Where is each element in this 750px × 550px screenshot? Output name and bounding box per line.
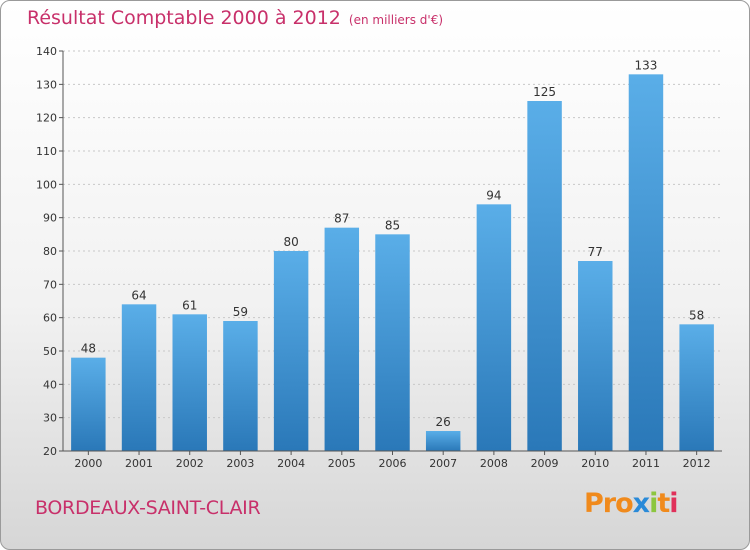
bar-2001 — [121, 304, 157, 451]
value-label-2004: 80 — [283, 235, 298, 249]
y-tick-label: 140 — [36, 45, 57, 58]
value-label-2003: 59 — [233, 305, 248, 319]
x-tick-label-2006: 2006 — [379, 457, 407, 470]
bar-2007 — [425, 431, 461, 451]
bar-2000 — [71, 357, 106, 451]
y-tick-label: 70 — [43, 278, 57, 291]
y-tick-label: 120 — [36, 112, 57, 125]
y-tick-label: 50 — [43, 345, 57, 358]
value-label-2007: 26 — [436, 415, 451, 429]
x-tick-label-2007: 2007 — [429, 457, 457, 470]
x-tick-label-2005: 2005 — [328, 457, 356, 470]
bar-2006 — [375, 234, 410, 451]
bar-2008 — [476, 204, 512, 451]
y-tick-label: 130 — [36, 78, 57, 91]
y-tick-label: 60 — [43, 312, 57, 325]
bar-2012 — [679, 324, 714, 451]
bar-2009 — [527, 101, 562, 451]
bar-2003 — [223, 321, 258, 451]
bar-2002 — [172, 314, 207, 451]
title-text: Résultat Comptable 2000 à 2012 — [27, 7, 341, 29]
x-tick-label-2000: 2000 — [74, 457, 102, 470]
bar-2010 — [578, 261, 613, 451]
x-tick-label-2009: 2009 — [531, 457, 559, 470]
subtitle-text: (en milliers d'€) — [348, 13, 444, 27]
y-tick-label: 40 — [43, 378, 57, 391]
y-tick-label: 100 — [36, 178, 57, 191]
x-tick-label-2010: 2010 — [581, 457, 609, 470]
chart-title: Résultat Comptable 2000 à 2012 (en millie… — [27, 7, 443, 29]
value-label-2002: 61 — [182, 298, 197, 312]
y-tick-label: 110 — [36, 145, 57, 158]
x-tick-label-2012: 2012 — [683, 457, 711, 470]
logo-part-t: t — [657, 488, 670, 519]
y-tick-label: 80 — [43, 245, 57, 258]
location-name: BORDEAUX-SAINT-CLAIR — [35, 497, 261, 519]
proxiti-logo: Proxiti — [584, 488, 679, 519]
value-label-2005: 87 — [334, 212, 349, 226]
logo-part-pro: Pro — [584, 488, 634, 519]
x-tick-label-2011: 2011 — [632, 457, 660, 470]
value-label-2000: 48 — [81, 342, 96, 356]
value-label-2006: 85 — [385, 218, 400, 232]
logo-part-i1: i — [649, 488, 658, 519]
x-tick-label-2002: 2002 — [176, 457, 204, 470]
value-label-2010: 77 — [588, 245, 603, 259]
x-tick-label-2008: 2008 — [480, 457, 508, 470]
value-label-2008: 94 — [486, 188, 501, 202]
y-tick-label: 30 — [43, 412, 57, 425]
y-tick-label: 90 — [43, 212, 57, 225]
bar-2004 — [273, 251, 309, 451]
x-tick-label-2003: 2003 — [226, 457, 254, 470]
value-label-2001: 64 — [131, 288, 146, 302]
logo-part-i2: i — [669, 488, 678, 519]
logo-part-x: x — [632, 488, 650, 519]
x-tick-label-2004: 2004 — [277, 457, 305, 470]
value-label-2011: 133 — [635, 58, 658, 72]
x-tick-label-2001: 2001 — [125, 457, 153, 470]
bar-2005 — [324, 227, 360, 451]
bar-2011 — [628, 74, 664, 451]
y-tick-label: 20 — [43, 445, 57, 458]
value-label-2012: 58 — [689, 308, 704, 322]
value-label-2009: 125 — [533, 85, 556, 99]
